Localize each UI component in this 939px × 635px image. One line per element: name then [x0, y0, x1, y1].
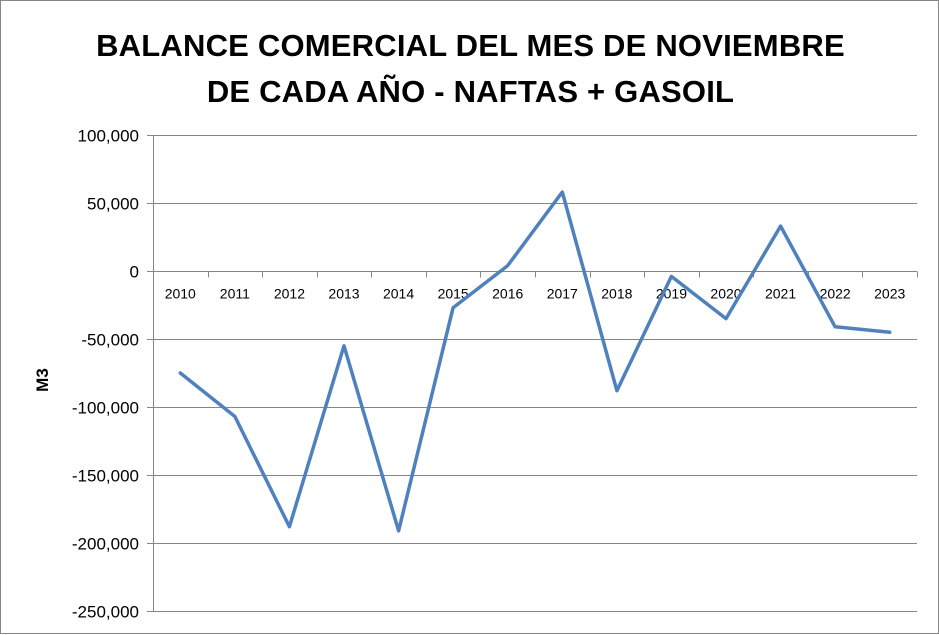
x-tick-label: 2010 — [165, 286, 196, 302]
series-layer — [180, 192, 890, 531]
series-line — [180, 192, 889, 531]
y-tick-label: 0 — [130, 263, 139, 282]
axes — [147, 135, 918, 612]
x-tick-label: 2023 — [874, 286, 905, 302]
x-tick-label: 2013 — [328, 286, 359, 302]
y-tick-label: -50,000 — [81, 331, 139, 350]
x-tick-label: 2016 — [492, 286, 523, 302]
x-tick-label: 2022 — [820, 286, 851, 302]
y-tick-label: -100,000 — [72, 399, 139, 418]
y-axis-ticks: 100,000 50,000 0 -50,000 -100,000 -150,000 -20… — [72, 127, 139, 622]
x-tick-label: 2011 — [220, 286, 250, 302]
y-tick-label: 50,000 — [87, 195, 139, 214]
y-tick-label: -150,000 — [72, 467, 139, 486]
x-tick-label: 2012 — [274, 286, 305, 302]
x-tick-label: 2018 — [601, 286, 632, 302]
y-tick-label: -250,000 — [72, 603, 139, 622]
x-tick-label: 2014 — [383, 286, 414, 302]
x-tick-label: 2017 — [547, 286, 578, 302]
y-tick-label: 100,000 — [78, 127, 139, 146]
y-tick-label: -200,000 — [72, 535, 139, 554]
x-tick-label: 2021 — [765, 286, 796, 302]
gridlines — [153, 136, 917, 612]
y-axis-label: M3 — [33, 368, 52, 392]
